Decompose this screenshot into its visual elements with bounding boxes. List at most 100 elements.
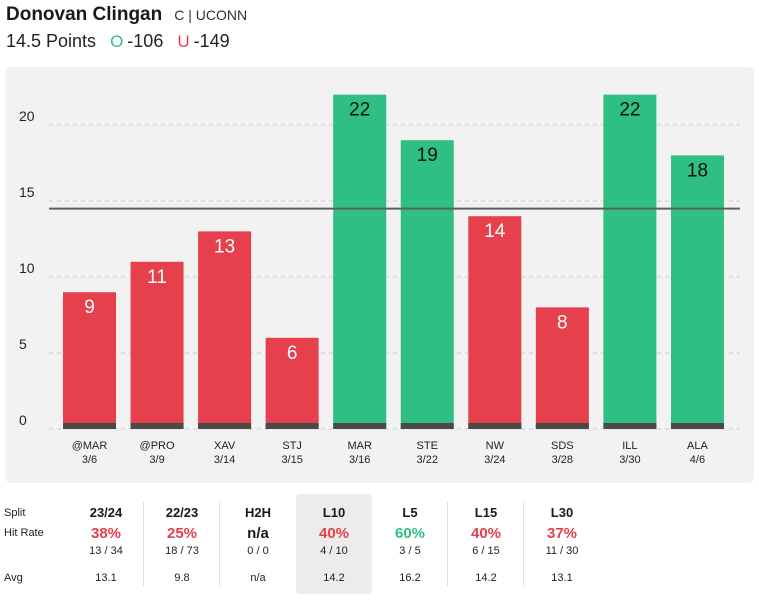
average-value: 13.1 (551, 572, 573, 584)
hit-rate-fraction: 3 / 5 (399, 545, 421, 557)
split-column-23-24[interactable]: 23/24 38% 13 / 34 13.1 (68, 494, 144, 594)
split-row-label: Split (4, 507, 26, 519)
bar-base (400, 423, 454, 429)
x-tick-date: 3/30 (619, 454, 640, 466)
game-log-bar-chart: 0 5 10 15 20 9 @MAR 3/6 11 @PRO 3/9 13 XAV 3/14 6 STJ 3/… (19, 94, 740, 466)
hit-rate-pct: 37% (546, 525, 578, 542)
bar-base (603, 423, 657, 429)
column-divider (523, 502, 524, 586)
bar-value-label: 11 (147, 267, 167, 288)
x-tick-date: 3/24 (484, 454, 505, 466)
bar-base (333, 423, 387, 429)
player-name[interactable]: Donovan Clingan (6, 4, 163, 25)
average-value: n/a (250, 572, 266, 584)
x-tick-opponent: ALA (687, 440, 708, 452)
split-column-22-23[interactable]: 22/23 25% 18 / 73 9.8 (144, 494, 220, 594)
average-value: 14.2 (475, 572, 497, 584)
hit-rate-fraction: 11 / 30 (545, 545, 579, 557)
x-tick-date: 3/28 (552, 454, 573, 466)
prop-line-label: 14.5 Points (6, 31, 97, 51)
bar-base (670, 423, 724, 429)
average-value: 16.2 (399, 572, 421, 584)
bar-value-label: 6 (287, 343, 298, 364)
over-odds[interactable]: -106 (127, 31, 164, 51)
bar-value-label: 13 (214, 236, 235, 257)
bar-value-label: 14 (484, 221, 506, 242)
x-tick-date: 3/15 (281, 454, 302, 466)
prop-line-row: 14.5 Points O -106 U -149 (6, 31, 247, 52)
split-label: 23/24 (89, 505, 123, 520)
x-tick-date: 3/9 (149, 454, 164, 466)
over-icon: O (110, 31, 124, 51)
x-tick-date: 3/16 (349, 454, 370, 466)
column-divider (143, 502, 144, 586)
y-tick-label: 0 (19, 412, 27, 428)
bar-ill[interactable] (603, 94, 657, 429)
split-column-l15[interactable]: L15 40% 6 / 15 14.2 (448, 494, 524, 594)
bar-base (265, 423, 319, 429)
bar-value-label: 18 (687, 160, 708, 181)
x-tick-date: 3/14 (214, 454, 235, 466)
y-tick-label: 15 (19, 184, 35, 200)
bar-base (130, 423, 184, 429)
average-value: 9.8 (174, 572, 190, 584)
split-label: L5 (402, 505, 418, 520)
hit-rate-fraction: 4 / 10 (320, 545, 348, 557)
split-label: L15 (474, 505, 498, 520)
x-tick-opponent: @PRO (140, 440, 175, 452)
x-tick-opponent: STE (417, 440, 438, 452)
bar-ala[interactable] (670, 155, 724, 429)
bar-sds[interactable] (535, 307, 589, 429)
bar-value-label: 19 (417, 145, 438, 166)
bar-at-pro[interactable] (130, 261, 184, 429)
split-column-l30[interactable]: L30 37% 11 / 30 13.1 (524, 494, 600, 594)
player-header: Donovan Clingan C | UCONN 14.5 Points O … (6, 4, 247, 52)
bar-stj[interactable] (265, 337, 319, 429)
split-label: L30 (550, 505, 574, 520)
bar-value-label: 22 (619, 100, 640, 121)
bar-nw[interactable] (468, 216, 522, 429)
bar-xav[interactable] (198, 231, 252, 429)
game-log-chart-panel: 0 5 10 15 20 9 @MAR 3/6 11 @PRO 3/9 13 XAV 3/14 6 STJ 3/… (5, 67, 754, 483)
x-tick-date: 4/6 (690, 454, 705, 466)
x-tick-opponent: NW (486, 440, 505, 452)
split-column-l5[interactable]: L5 60% 3 / 5 16.2 (372, 494, 448, 594)
hit-rate-fraction: 6 / 15 (472, 545, 500, 557)
split-column-l10[interactable]: L10 40% 4 / 10 14.2 (296, 494, 372, 594)
split-column-h2h[interactable]: H2H n/a 0 / 0 n/a (220, 494, 296, 594)
x-tick-opponent: XAV (214, 440, 236, 452)
bar-value-label: 9 (84, 297, 95, 318)
bar-at-mar[interactable] (63, 292, 116, 429)
y-tick-label: 20 (19, 108, 35, 124)
hit-rate-row-label: Hit Rate (4, 527, 44, 539)
bar-base (535, 423, 589, 429)
bar-ste[interactable] (400, 140, 454, 429)
hit-rate-pct: 40% (318, 525, 350, 542)
x-tick-opponent: @MAR (72, 440, 108, 452)
under-odds[interactable]: -149 (193, 31, 230, 51)
bar-mar[interactable] (333, 94, 387, 429)
split-label: L10 (322, 505, 346, 520)
hit-rate-fraction: 13 / 34 (89, 545, 123, 557)
hit-rate-pct: 25% (166, 525, 198, 542)
avg-row-label: Avg (4, 572, 23, 584)
average-value: 14.2 (323, 572, 345, 584)
hit-rate-pct: 38% (90, 525, 122, 542)
bar-base (468, 423, 522, 429)
hit-rate-pct: 60% (394, 525, 426, 542)
split-label: 22/23 (165, 505, 199, 520)
x-tick-date: 3/6 (82, 454, 97, 466)
x-tick-opponent: STJ (282, 440, 302, 452)
average-value: 13.1 (95, 572, 117, 584)
bar-base (198, 423, 252, 429)
under-icon: U (177, 31, 190, 51)
bar-value-label: 22 (349, 100, 370, 121)
y-tick-label: 5 (19, 336, 27, 352)
hit-rate-fraction: 0 / 0 (247, 545, 269, 557)
title-row: Donovan Clingan C | UCONN (6, 4, 247, 26)
x-tick-opponent: ILL (622, 440, 637, 452)
split-label: H2H (244, 505, 271, 520)
bar-value-label: 8 (557, 312, 568, 333)
column-divider (447, 502, 448, 586)
x-tick-opponent: SDS (551, 440, 574, 452)
